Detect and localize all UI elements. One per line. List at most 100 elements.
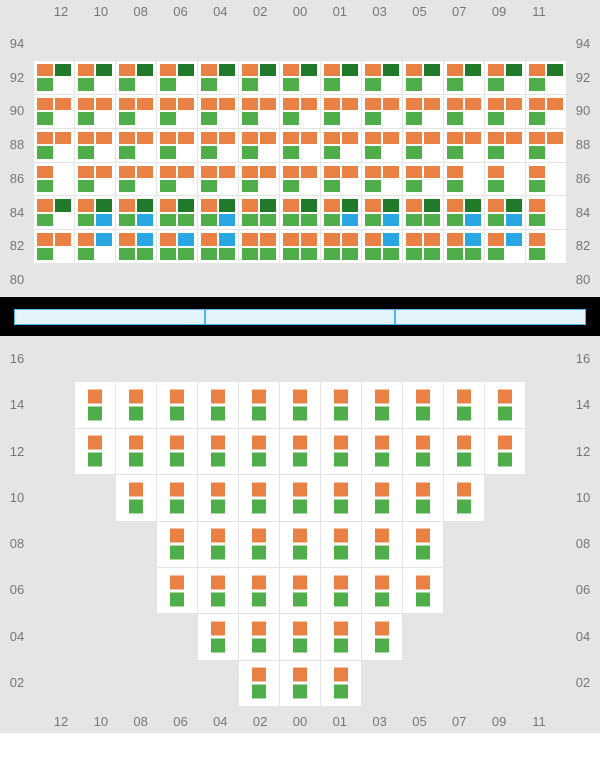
seat-cell[interactable]: [321, 429, 361, 474]
seat-cell[interactable]: [34, 230, 74, 263]
seat-cell[interactable]: [403, 61, 443, 94]
seat-cell[interactable]: [280, 61, 320, 94]
seat-cell[interactable]: [321, 382, 361, 427]
seat-cell[interactable]: [321, 61, 361, 94]
seat-cell[interactable]: [280, 661, 320, 706]
seat-cell[interactable]: [280, 163, 320, 196]
seat-cell[interactable]: [157, 230, 197, 263]
seat-cell[interactable]: [403, 196, 443, 229]
seat-cell[interactable]: [198, 614, 238, 659]
seat-cell[interactable]: [526, 61, 566, 94]
seat-cell[interactable]: [239, 522, 279, 567]
seat-cell[interactable]: [444, 95, 484, 128]
seat-cell[interactable]: [526, 129, 566, 162]
seat-cell[interactable]: [116, 61, 156, 94]
seat-cell[interactable]: [157, 196, 197, 229]
seat-cell[interactable]: [198, 568, 238, 613]
seat-cell[interactable]: [362, 475, 402, 520]
seat-cell[interactable]: [362, 196, 402, 229]
seat-cell[interactable]: [321, 95, 361, 128]
seat-cell[interactable]: [116, 429, 156, 474]
seat-cell[interactable]: [239, 382, 279, 427]
seat-cell[interactable]: [34, 129, 74, 162]
seat-cell[interactable]: [116, 95, 156, 128]
seat-cell[interactable]: [444, 429, 484, 474]
seat-cell[interactable]: [280, 230, 320, 263]
seat-cell[interactable]: [198, 61, 238, 94]
seat-cell[interactable]: [157, 382, 197, 427]
seat-cell[interactable]: [444, 475, 484, 520]
seat-cell[interactable]: [116, 382, 156, 427]
seat-cell[interactable]: [34, 196, 74, 229]
seat-cell[interactable]: [403, 475, 443, 520]
seat-cell[interactable]: [485, 129, 525, 162]
seat-cell[interactable]: [239, 661, 279, 706]
seat-cell[interactable]: [526, 95, 566, 128]
seat-cell[interactable]: [485, 196, 525, 229]
seat-cell[interactable]: [362, 95, 402, 128]
seat-cell[interactable]: [34, 61, 74, 94]
seat-cell[interactable]: [198, 429, 238, 474]
seat-cell[interactable]: [239, 61, 279, 94]
seat-cell[interactable]: [403, 163, 443, 196]
seat-cell[interactable]: [75, 429, 115, 474]
seat-cell[interactable]: [157, 61, 197, 94]
seat-cell[interactable]: [444, 163, 484, 196]
seat-cell[interactable]: [403, 129, 443, 162]
seat-cell[interactable]: [526, 196, 566, 229]
seat-cell[interactable]: [75, 129, 115, 162]
seat-cell[interactable]: [34, 163, 74, 196]
seat-cell[interactable]: [280, 129, 320, 162]
seat-cell[interactable]: [75, 382, 115, 427]
seat-cell[interactable]: [444, 196, 484, 229]
seat-cell[interactable]: [362, 568, 402, 613]
seat-cell[interactable]: [75, 196, 115, 229]
seat-cell[interactable]: [403, 95, 443, 128]
seat-cell[interactable]: [280, 95, 320, 128]
seat-cell[interactable]: [362, 382, 402, 427]
seat-cell[interactable]: [280, 614, 320, 659]
seat-cell[interactable]: [403, 230, 443, 263]
seat-cell[interactable]: [198, 475, 238, 520]
seat-cell[interactable]: [321, 568, 361, 613]
seat-cell[interactable]: [403, 429, 443, 474]
seat-cell[interactable]: [239, 196, 279, 229]
seat-cell[interactable]: [157, 522, 197, 567]
seat-cell[interactable]: [239, 475, 279, 520]
seat-cell[interactable]: [280, 568, 320, 613]
seat-cell[interactable]: [157, 129, 197, 162]
seat-cell[interactable]: [485, 429, 525, 474]
seat-cell[interactable]: [198, 95, 238, 128]
seat-cell[interactable]: [362, 129, 402, 162]
seat-cell[interactable]: [198, 129, 238, 162]
seat-cell[interactable]: [321, 661, 361, 706]
seat-cell[interactable]: [444, 61, 484, 94]
seat-cell[interactable]: [280, 196, 320, 229]
seat-cell[interactable]: [280, 522, 320, 567]
seat-cell[interactable]: [75, 95, 115, 128]
seat-cell[interactable]: [485, 230, 525, 263]
seat-cell[interactable]: [526, 230, 566, 263]
seat-cell[interactable]: [485, 95, 525, 128]
seat-cell[interactable]: [280, 382, 320, 427]
seat-cell[interactable]: [34, 95, 74, 128]
seat-cell[interactable]: [116, 475, 156, 520]
seat-cell[interactable]: [239, 568, 279, 613]
seat-cell[interactable]: [485, 163, 525, 196]
seat-cell[interactable]: [116, 230, 156, 263]
seat-cell[interactable]: [157, 95, 197, 128]
seat-cell[interactable]: [362, 614, 402, 659]
seat-cell[interactable]: [321, 475, 361, 520]
seat-cell[interactable]: [198, 230, 238, 263]
seat-cell[interactable]: [403, 382, 443, 427]
seat-cell[interactable]: [157, 568, 197, 613]
seat-cell[interactable]: [75, 61, 115, 94]
seat-cell[interactable]: [444, 129, 484, 162]
seat-cell[interactable]: [239, 429, 279, 474]
seat-cell[interactable]: [75, 163, 115, 196]
seat-cell[interactable]: [157, 163, 197, 196]
seat-cell[interactable]: [444, 230, 484, 263]
seat-cell[interactable]: [198, 522, 238, 567]
seat-cell[interactable]: [403, 568, 443, 613]
seat-cell[interactable]: [157, 475, 197, 520]
